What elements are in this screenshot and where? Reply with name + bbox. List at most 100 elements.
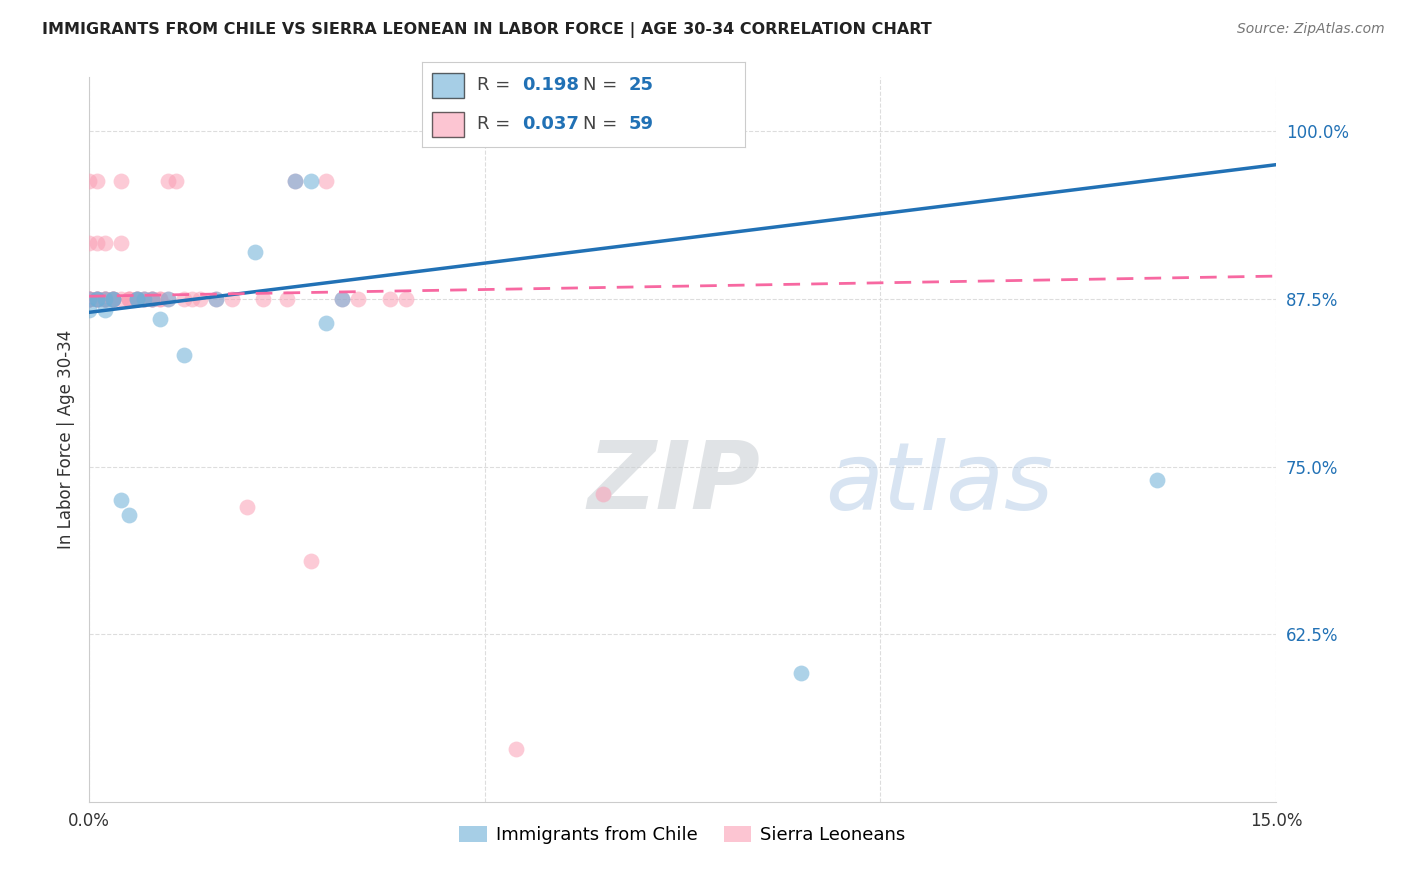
Point bbox=[330, 292, 353, 306]
Point bbox=[173, 292, 195, 306]
Point bbox=[149, 292, 172, 306]
Point bbox=[299, 174, 322, 188]
Point bbox=[221, 292, 243, 306]
Point bbox=[394, 292, 416, 306]
Point bbox=[101, 292, 124, 306]
Point bbox=[134, 292, 156, 306]
Text: 59: 59 bbox=[628, 115, 654, 133]
Point bbox=[94, 292, 117, 306]
Text: 0.198: 0.198 bbox=[522, 77, 579, 95]
Point bbox=[181, 292, 204, 306]
Text: Source: ZipAtlas.com: Source: ZipAtlas.com bbox=[1237, 22, 1385, 37]
Point bbox=[1146, 473, 1168, 487]
Point bbox=[276, 292, 298, 306]
Point bbox=[101, 292, 124, 306]
Legend: Immigrants from Chile, Sierra Leoneans: Immigrants from Chile, Sierra Leoneans bbox=[460, 826, 905, 844]
Text: N =: N = bbox=[583, 77, 623, 95]
Point bbox=[245, 244, 267, 259]
Text: R =: R = bbox=[477, 115, 516, 133]
Point bbox=[101, 292, 124, 306]
Point bbox=[86, 292, 108, 306]
Point bbox=[94, 292, 117, 306]
Point bbox=[141, 292, 163, 306]
Point bbox=[94, 235, 117, 250]
Point bbox=[77, 302, 100, 317]
Point bbox=[125, 292, 148, 306]
Point bbox=[86, 292, 108, 306]
Point bbox=[125, 292, 148, 306]
Point bbox=[110, 174, 132, 188]
Point bbox=[94, 302, 117, 317]
Point bbox=[252, 292, 274, 306]
Point bbox=[378, 292, 401, 306]
Point bbox=[110, 292, 132, 306]
Point bbox=[125, 292, 148, 306]
Point bbox=[149, 312, 172, 326]
FancyBboxPatch shape bbox=[432, 72, 464, 98]
Point bbox=[86, 292, 108, 306]
Point bbox=[330, 292, 353, 306]
Point bbox=[117, 292, 139, 306]
Text: 25: 25 bbox=[628, 77, 654, 95]
Point bbox=[77, 292, 100, 306]
Point bbox=[77, 174, 100, 188]
Point bbox=[77, 235, 100, 250]
Text: ZIP: ZIP bbox=[588, 437, 761, 529]
Point bbox=[790, 666, 813, 681]
Point bbox=[77, 292, 100, 306]
Point bbox=[77, 292, 100, 306]
Point bbox=[77, 292, 100, 306]
Point bbox=[204, 292, 226, 306]
Text: atlas: atlas bbox=[825, 438, 1053, 529]
Point bbox=[101, 292, 124, 306]
Point bbox=[592, 486, 614, 500]
Point bbox=[284, 174, 307, 188]
Point bbox=[134, 292, 156, 306]
Point bbox=[101, 292, 124, 306]
Point bbox=[94, 292, 117, 306]
Point bbox=[157, 292, 180, 306]
Point bbox=[134, 292, 156, 306]
Text: 0.037: 0.037 bbox=[522, 115, 579, 133]
Point bbox=[315, 174, 337, 188]
Point bbox=[347, 292, 370, 306]
Point bbox=[284, 174, 307, 188]
Point bbox=[165, 174, 187, 188]
Point bbox=[77, 292, 100, 306]
Point bbox=[315, 316, 337, 330]
Point bbox=[86, 174, 108, 188]
Text: R =: R = bbox=[477, 77, 516, 95]
Point bbox=[141, 292, 163, 306]
Point bbox=[117, 292, 139, 306]
Point bbox=[188, 292, 211, 306]
Point bbox=[110, 235, 132, 250]
FancyBboxPatch shape bbox=[432, 112, 464, 137]
Point bbox=[110, 493, 132, 508]
Point bbox=[86, 235, 108, 250]
Point bbox=[94, 292, 117, 306]
Point bbox=[505, 741, 527, 756]
Point bbox=[77, 292, 100, 306]
Text: IMMIGRANTS FROM CHILE VS SIERRA LEONEAN IN LABOR FORCE | AGE 30-34 CORRELATION C: IMMIGRANTS FROM CHILE VS SIERRA LEONEAN … bbox=[42, 22, 932, 38]
Point bbox=[86, 292, 108, 306]
Point bbox=[173, 348, 195, 362]
Point bbox=[149, 292, 172, 306]
Point bbox=[157, 174, 180, 188]
Point bbox=[157, 292, 180, 306]
Text: N =: N = bbox=[583, 115, 623, 133]
Point bbox=[94, 292, 117, 306]
Point bbox=[86, 292, 108, 306]
Point bbox=[117, 292, 139, 306]
Point bbox=[236, 500, 259, 514]
Point bbox=[117, 508, 139, 522]
Point bbox=[141, 292, 163, 306]
Point bbox=[86, 292, 108, 306]
Point bbox=[299, 554, 322, 568]
Point bbox=[101, 292, 124, 306]
Point bbox=[141, 292, 163, 306]
Point bbox=[77, 292, 100, 306]
Y-axis label: In Labor Force | Age 30-34: In Labor Force | Age 30-34 bbox=[58, 330, 75, 549]
Point bbox=[125, 292, 148, 306]
Point bbox=[204, 292, 226, 306]
Point bbox=[125, 292, 148, 306]
